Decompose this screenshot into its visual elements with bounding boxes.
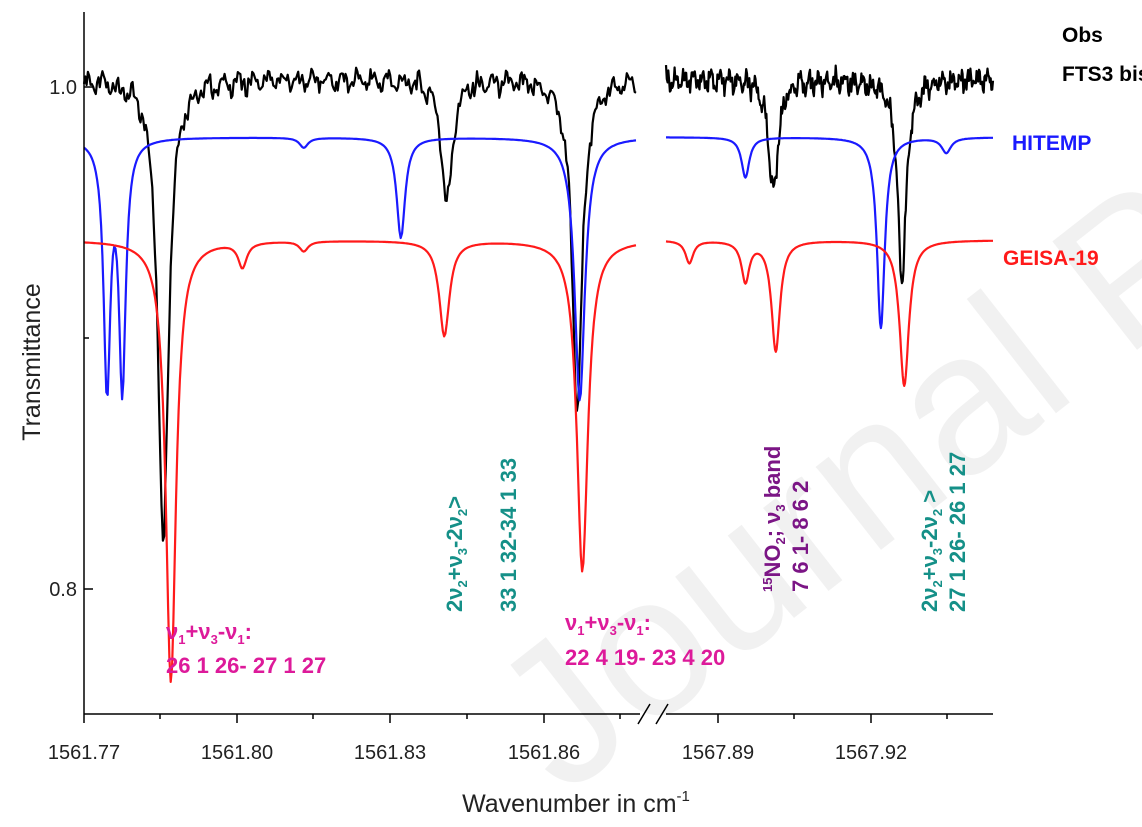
x-tick-label: 1561.86	[508, 742, 580, 764]
x-tick-label: 1561.77	[48, 742, 120, 764]
x-axis-title-sup: -1	[677, 788, 690, 805]
x-axis-title-main: Wavenumber in cm	[462, 790, 676, 818]
legend-hitemp: HITEMP	[1012, 132, 1091, 155]
series-line-hitemp-segment-2	[665, 136, 994, 330]
axis-break-mark-2	[655, 703, 669, 725]
series-line-hitemp-segment-1	[83, 136, 637, 402]
annotation-nu1-a: ν1+ν3-ν1: 26 1 26- 27 1 27	[166, 619, 326, 678]
series-line-obs-segment-1	[82, 66, 637, 542]
annotation-hot-b-line2: 27 1 26- 26 1 27	[945, 452, 970, 612]
axes: 1.0 0.8 1561.77 1561.80 1561.83 1561.86 …	[48, 12, 993, 764]
series-line-geisa-19-segment-2	[665, 239, 994, 387]
annotation-no2: 15NO2; ν3 band 7 6 1- 8 6 2	[760, 446, 813, 592]
x-tick-label: 1567.89	[682, 742, 754, 764]
x-tick-label: 1567.92	[835, 742, 907, 764]
annotation-nu1-b-line2: 22 4 19- 23 4 20	[565, 645, 725, 670]
annotation-no2-line2: 7 6 1- 8 6 2	[788, 481, 813, 592]
annotation-hot-a-line2: 33 1 32-34 1 33	[496, 458, 521, 612]
annotation-hot-a-line1: 2ν2+ν3-2ν2>	[442, 496, 470, 612]
y-tick-label-1.0: 1.0	[49, 77, 77, 99]
legend-fts3: FTS3 bis	[1062, 63, 1142, 86]
annotation-no2-line1: 15NO2; ν3 band	[760, 446, 788, 592]
y-axis-title: Transmittance	[18, 283, 46, 440]
series-line-geisa-19-segment-1	[83, 240, 637, 684]
y-tick-label-0.8: 0.8	[49, 579, 77, 601]
legend-obs: Obs	[1062, 24, 1103, 47]
series-layer	[82, 64, 995, 684]
x-tick-label: 1561.83	[354, 742, 426, 764]
legend-geisa: GEISA-19	[1003, 247, 1099, 270]
annotation-nu1-a-line1: ν1+ν3-ν1:	[166, 619, 252, 647]
x-tick-label: 1561.80	[201, 742, 273, 764]
watermark-text: Journal Pre-proofs	[453, 0, 1142, 827]
annotation-nu1-a-line2: 26 1 26- 27 1 27	[166, 653, 326, 678]
x-axis-title: Wavenumber in cm-1	[462, 788, 690, 818]
axis-break-mark-1	[637, 703, 651, 725]
annotation-hot-a: 2ν2+ν3-2ν2> 33 1 32-34 1 33	[442, 458, 521, 612]
series-line-obs-segment-2	[664, 64, 995, 285]
